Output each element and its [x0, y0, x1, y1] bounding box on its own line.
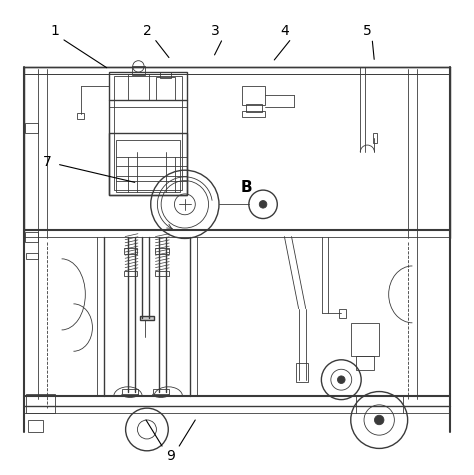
Bar [140, 316, 154, 321]
Text: B: B [241, 180, 252, 195]
Bar [356, 356, 374, 370]
Bar [124, 248, 137, 254]
Bar [351, 323, 379, 356]
Text: 2: 2 [143, 24, 151, 38]
Bar [25, 123, 38, 133]
Circle shape [259, 200, 267, 208]
Text: 9: 9 [166, 448, 175, 463]
Bar [124, 271, 137, 276]
Text: 1: 1 [50, 24, 59, 38]
Text: 5: 5 [363, 24, 372, 38]
Bar [373, 133, 377, 142]
Bar [242, 111, 265, 117]
Bar [26, 253, 38, 259]
Text: 4: 4 [280, 24, 289, 38]
Bar [156, 77, 175, 100]
Bar [132, 66, 145, 75]
Bar [296, 363, 308, 382]
Text: 7: 7 [43, 155, 52, 169]
Circle shape [337, 376, 345, 383]
Bar [128, 74, 149, 100]
Bar [339, 309, 346, 318]
Bar [160, 72, 171, 78]
Circle shape [374, 415, 384, 425]
Bar [28, 420, 43, 432]
Text: 3: 3 [211, 24, 220, 38]
Bar [155, 248, 169, 254]
Bar [26, 394, 55, 413]
Bar [242, 86, 265, 105]
Bar [114, 76, 182, 190]
Bar [122, 389, 138, 394]
Bar [153, 389, 169, 394]
Bar [116, 140, 180, 192]
Bar [77, 114, 84, 119]
Bar [246, 104, 262, 113]
Bar [25, 232, 38, 242]
Bar [109, 133, 187, 195]
Bar [155, 271, 169, 276]
Bar [109, 72, 187, 195]
